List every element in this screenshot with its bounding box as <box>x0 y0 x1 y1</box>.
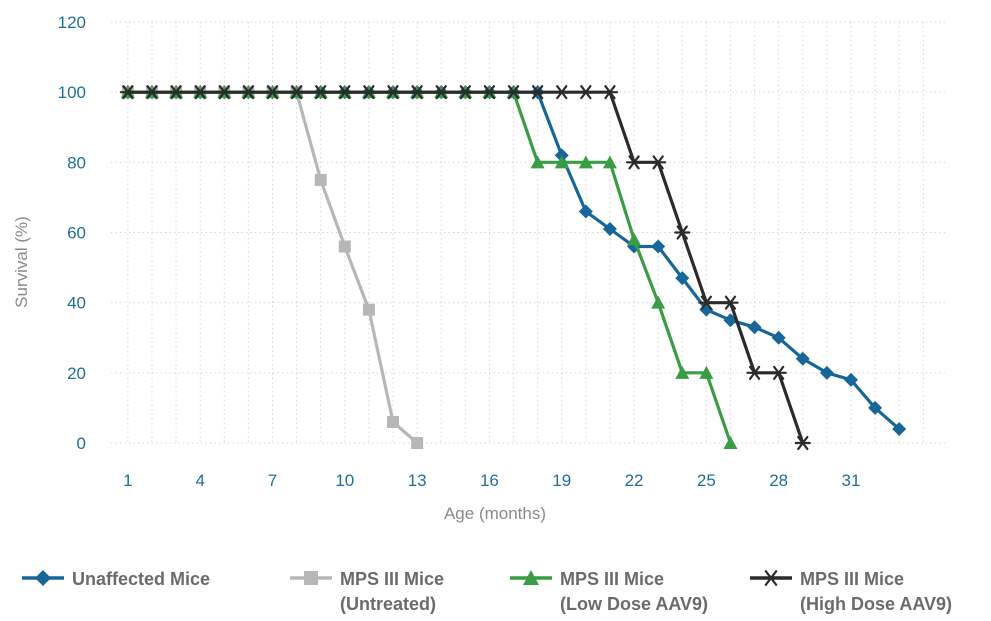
legend-item: MPS III Mice (Untreated) <box>290 569 444 614</box>
diamond-marker <box>602 221 617 236</box>
diamond-marker <box>578 204 593 219</box>
diamond-marker <box>771 330 786 345</box>
asterisk-marker <box>384 85 402 100</box>
x-tick-label: 28 <box>769 471 788 490</box>
legend-label: MPS III Mice <box>800 569 904 589</box>
square-marker <box>411 437 424 449</box>
triangle-marker <box>554 155 569 169</box>
triangle-marker <box>723 436 738 449</box>
asterisk-marker <box>625 155 643 170</box>
x-tick-label: 7 <box>268 471 277 490</box>
legend-item: MPS III Mice (High Dose AAV9) <box>750 569 952 614</box>
triangle-marker <box>602 155 617 169</box>
square-marker <box>387 415 400 428</box>
diamond-marker <box>868 400 883 415</box>
asterisk-marker <box>650 155 667 170</box>
asterisk-marker <box>192 85 209 100</box>
diamond-marker <box>747 320 762 335</box>
triangle-marker <box>627 232 642 246</box>
triangle-marker <box>699 365 714 379</box>
asterisk-marker <box>143 85 161 100</box>
legend-item: Unaffected Mice <box>22 569 210 589</box>
diamond-marker <box>35 570 51 586</box>
x-tick-label: 19 <box>552 471 571 490</box>
asterisk-marker <box>601 85 619 100</box>
asterisk-marker <box>794 435 811 451</box>
diamond-marker <box>843 372 858 387</box>
triangle-marker <box>523 570 539 585</box>
asterisk-marker <box>216 85 233 100</box>
asterisk-marker <box>722 295 739 310</box>
legend-label: Unaffected Mice <box>72 569 210 589</box>
asterisk-marker <box>481 85 498 100</box>
square-marker <box>362 303 375 316</box>
x-tick-label: 25 <box>697 471 716 490</box>
asterisk-marker <box>674 225 691 240</box>
y-tick-label: 40 <box>67 294 86 313</box>
grid <box>111 21 945 444</box>
asterisk-marker <box>746 365 763 380</box>
x-tick-label: 13 <box>408 471 427 490</box>
y-tick-label: 120 <box>58 13 86 32</box>
x-tick-label: 4 <box>195 471 204 490</box>
asterisk-marker <box>770 365 787 380</box>
x-tick-label: 1 <box>123 471 132 490</box>
asterisk-marker <box>312 85 329 100</box>
asterisk-marker <box>433 85 450 100</box>
triangle-marker <box>651 295 666 309</box>
legend-label: (High Dose AAV9) <box>800 594 952 614</box>
legend-label: MPS III Mice <box>340 569 444 589</box>
y-tick-label: 100 <box>58 83 86 102</box>
series-asterisk <box>119 85 811 451</box>
asterisk-marker <box>505 85 522 100</box>
square-marker <box>304 571 318 585</box>
x-tick-label: 22 <box>625 471 644 490</box>
asterisk-marker <box>360 85 378 100</box>
asterisk-marker <box>167 85 185 100</box>
x-tick-label: 10 <box>335 471 354 490</box>
series-square <box>121 86 424 449</box>
asterisk-marker <box>119 85 136 100</box>
square-marker <box>314 173 327 186</box>
asterisk-marker <box>553 85 570 100</box>
asterisk-marker <box>288 85 305 100</box>
legend-label: (Untreated) <box>340 594 436 614</box>
asterisk-marker <box>264 85 281 100</box>
diamond-marker <box>554 148 569 163</box>
triangle-marker <box>530 155 545 169</box>
diamond-marker <box>819 365 834 380</box>
diamond-marker <box>651 239 666 254</box>
diamond-marker <box>892 421 907 436</box>
square-marker <box>338 240 351 253</box>
asterisk-marker <box>409 85 426 100</box>
y-tick-label: 60 <box>67 224 86 243</box>
series-layer <box>119 85 907 451</box>
triangle-marker <box>578 155 593 169</box>
y-tick-label: 0 <box>77 434 86 453</box>
series-line <box>127 90 733 444</box>
asterisk-marker <box>529 85 546 100</box>
y-tick-label: 80 <box>67 153 86 172</box>
triangle-marker <box>675 365 690 379</box>
y-axis-title: Survival (%) <box>12 216 31 308</box>
diamond-marker <box>675 271 690 286</box>
asterisk-marker <box>336 85 353 100</box>
series-triangle <box>120 85 738 449</box>
legend-label: (Low Dose AAV9) <box>560 594 708 614</box>
legend-label: MPS III Mice <box>560 569 664 589</box>
x-tick-label: 16 <box>480 471 499 490</box>
asterisk-marker <box>698 295 715 310</box>
asterisk-marker <box>761 570 781 586</box>
x-axis-title: Age (months) <box>444 504 546 523</box>
diamond-marker <box>795 351 810 366</box>
asterisk-marker <box>457 85 474 100</box>
asterisk-marker <box>577 85 594 100</box>
asterisk-marker <box>240 85 257 100</box>
y-tick-label: 20 <box>67 364 86 383</box>
x-tick-label: 31 <box>842 471 861 490</box>
legend-item: MPS III Mice (Low Dose AAV9) <box>510 569 708 614</box>
axes: 0 20 40 60 80 100 120 1 4 7 10 13 16 19 22 25 28 31 <box>58 13 861 490</box>
legend: Unaffected Mice MPS III Mice(Untreated)MP… <box>22 569 952 614</box>
